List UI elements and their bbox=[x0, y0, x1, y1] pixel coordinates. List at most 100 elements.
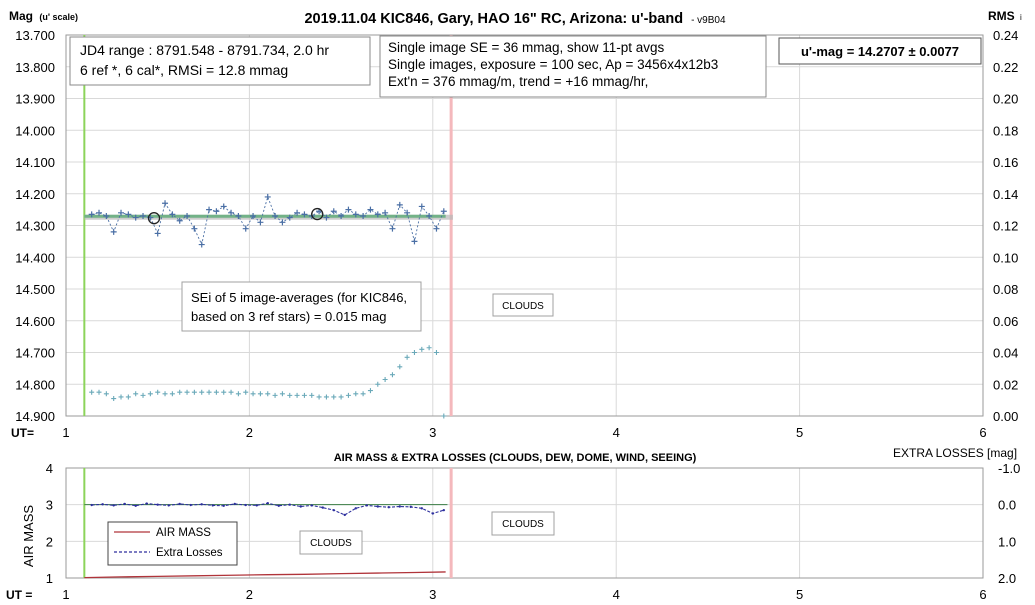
clouds-box-top: CLOUDS bbox=[492, 293, 554, 317]
bottom-series bbox=[83, 468, 453, 579]
legend-airmass-label: AIR MASS bbox=[156, 527, 211, 539]
se-text-3: Ext'n = 376 mmag/m, trend = +16 mmag/hr, bbox=[388, 74, 648, 89]
extra-losses-point bbox=[156, 503, 159, 506]
mag-point bbox=[154, 230, 161, 237]
rms-point bbox=[360, 391, 366, 397]
rms-point bbox=[331, 394, 337, 400]
extra-losses-point bbox=[387, 506, 390, 509]
mag-point bbox=[396, 201, 403, 208]
rms-point bbox=[206, 389, 212, 395]
rms-point bbox=[199, 389, 205, 395]
rms-point bbox=[353, 391, 359, 397]
mag-point bbox=[198, 241, 205, 248]
x-tick-label: 4 bbox=[613, 425, 620, 440]
rms-point bbox=[221, 389, 227, 395]
airmass-line bbox=[84, 571, 446, 579]
rms-point bbox=[177, 389, 183, 395]
mag-point bbox=[140, 212, 147, 219]
mag-point bbox=[294, 209, 301, 216]
y-tick-right-label: 0.10 bbox=[993, 250, 1018, 265]
chart-title: 2019.11.04 KIC846, Gary, HAO 16" RC, Ari… bbox=[304, 11, 726, 27]
extra-losses-point bbox=[266, 502, 269, 505]
mag-point bbox=[213, 208, 220, 215]
rms-point bbox=[272, 392, 278, 398]
extra-losses-point bbox=[90, 503, 93, 507]
mag-point bbox=[367, 206, 374, 213]
extra-losses-point bbox=[431, 512, 434, 515]
rms-point bbox=[426, 345, 432, 351]
mag-point bbox=[264, 193, 271, 200]
bottom-x-tick-label: 3 bbox=[429, 587, 436, 602]
se-box: Single image SE = 36 mmag, show 11-pt av… bbox=[379, 35, 767, 98]
bottom-x-tick-label: 4 bbox=[613, 587, 620, 602]
extra-losses-point bbox=[255, 504, 258, 507]
jd-range-text: JD4 range : 8791.548 - 8791.734, 2.0 hr bbox=[80, 42, 329, 58]
y-tick-left-label: 14.200 bbox=[15, 187, 55, 202]
extra-losses-point bbox=[365, 504, 368, 507]
rms-point bbox=[338, 394, 344, 400]
extra-losses-point bbox=[354, 507, 357, 510]
mag-point bbox=[228, 209, 235, 216]
rms-point bbox=[184, 389, 190, 395]
se-text-2: Single images, exposure = 100 sec, Ap = … bbox=[388, 57, 718, 72]
sei-text-2: based on 3 ref stars) = 0.015 mag bbox=[191, 309, 386, 324]
mag-point bbox=[96, 209, 103, 216]
extra-losses-point bbox=[145, 502, 148, 505]
x-tick-label: 1 bbox=[62, 425, 69, 440]
y-axis-left-label: Mag (u' scale) bbox=[9, 9, 78, 23]
extra-losses-point bbox=[233, 502, 236, 506]
extra-losses-point bbox=[101, 503, 104, 506]
y-tick-left-label: 14.600 bbox=[15, 314, 55, 329]
y-tick-right-label: 0.22 bbox=[993, 60, 1018, 75]
rms-point bbox=[382, 376, 388, 382]
mag-point bbox=[118, 209, 125, 216]
bottom-y-tick-right-label: -1.0 bbox=[998, 461, 1020, 476]
rms-point bbox=[235, 391, 241, 397]
rms-point bbox=[118, 394, 124, 400]
extra-losses-point bbox=[420, 507, 423, 510]
rms-point bbox=[404, 354, 410, 360]
legend-losses-label: Extra Losses bbox=[156, 547, 223, 559]
mag-point bbox=[162, 200, 169, 207]
mag-point bbox=[257, 219, 264, 226]
clouds-box-bottom-1: CLOUDS bbox=[299, 530, 363, 555]
mag-point bbox=[242, 225, 249, 232]
extra-losses-point bbox=[200, 503, 203, 506]
sei-box: SEi of 5 image-averages (for KIC846, bas… bbox=[181, 281, 422, 332]
extra-losses-point bbox=[299, 505, 302, 508]
y-tick-right-label: 0.14 bbox=[993, 187, 1018, 202]
avg-point bbox=[311, 207, 324, 221]
extra-losses-point bbox=[244, 503, 247, 507]
mag-point bbox=[411, 238, 418, 245]
rms-point bbox=[397, 364, 403, 370]
y-tick-left-label: 13.700 bbox=[15, 28, 55, 43]
top-series bbox=[83, 35, 453, 419]
y-axis-right-title: RMS bbox=[988, 9, 1015, 23]
mag-point bbox=[191, 225, 198, 232]
rms-point bbox=[367, 388, 373, 394]
rms-point bbox=[111, 396, 117, 402]
mag-point bbox=[103, 212, 110, 219]
extra-losses-point bbox=[332, 508, 335, 512]
rms-point bbox=[96, 389, 102, 395]
y-tick-right-label: 0.06 bbox=[993, 314, 1018, 329]
bottom-y-left-label: AIR MASS bbox=[21, 505, 36, 567]
rms-point bbox=[316, 394, 322, 400]
extra-losses-point bbox=[134, 504, 137, 507]
rms-point bbox=[433, 350, 439, 355]
rms-point bbox=[345, 392, 351, 398]
top-plot-frame bbox=[65, 34, 984, 417]
rms-point bbox=[309, 392, 315, 398]
x-tick-label: 5 bbox=[796, 425, 803, 440]
rms-point bbox=[162, 391, 168, 397]
bottom-plot-frame bbox=[65, 467, 984, 579]
mag-point bbox=[110, 228, 117, 235]
y-tick-left-label: 14.100 bbox=[15, 155, 55, 170]
mag-point bbox=[360, 212, 367, 219]
rms-point bbox=[103, 391, 109, 397]
y-tick-right-label: 0.16 bbox=[993, 155, 1018, 170]
extra-losses-point bbox=[310, 504, 313, 507]
extra-losses-point bbox=[442, 508, 446, 512]
mag-point bbox=[279, 219, 286, 226]
